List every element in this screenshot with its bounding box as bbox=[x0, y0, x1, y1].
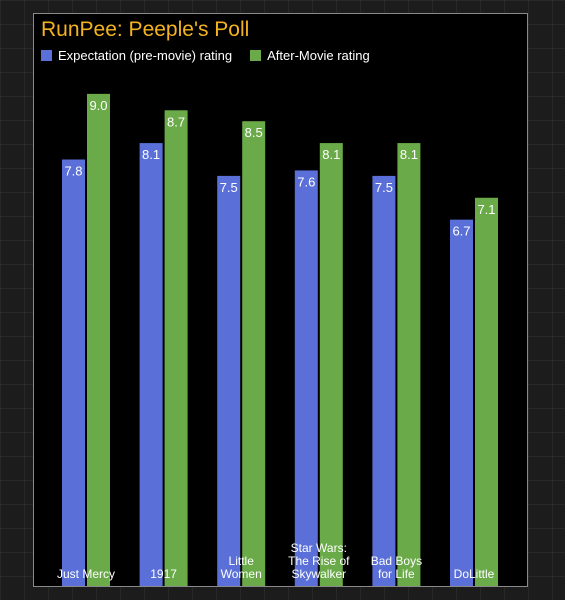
category-label-5: DoLittle bbox=[454, 567, 495, 581]
category-label-3: Star Wars: The Rise of Skywalker bbox=[288, 541, 350, 581]
data-label-expectation-0: 7.8 bbox=[64, 163, 82, 178]
category-label-4: Bad Boys for Life bbox=[371, 554, 422, 581]
bar-after-3 bbox=[319, 143, 343, 586]
bar-expectation-1 bbox=[139, 143, 163, 586]
data-label-after-2: 8.5 bbox=[245, 125, 263, 140]
data-label-expectation-2: 7.5 bbox=[220, 180, 238, 195]
category-label-line: Women bbox=[221, 567, 262, 581]
bar-after-1 bbox=[164, 110, 188, 586]
category-label-1: 1917 bbox=[150, 567, 177, 581]
bar-after-0 bbox=[87, 93, 110, 586]
data-label-expectation-1: 8.1 bbox=[142, 147, 160, 162]
legend-item-after: After-Movie rating bbox=[250, 48, 370, 63]
data-label-expectation-3: 7.6 bbox=[297, 174, 315, 189]
category-label-0: Just Mercy bbox=[57, 567, 115, 581]
category-label-line: Bad Boys bbox=[371, 554, 422, 568]
data-label-after-3: 8.1 bbox=[322, 147, 340, 162]
legend-item-expectation: Expectation (pre-movie) rating bbox=[41, 48, 232, 63]
category-label-line: Star Wars: bbox=[291, 541, 347, 555]
chart-frame: RunPee: Peeple's Poll Expectation (pre-m… bbox=[33, 13, 528, 587]
data-label-after-1: 8.7 bbox=[167, 114, 185, 129]
category-label-line: DoLittle bbox=[454, 567, 495, 581]
legend-swatch-expectation bbox=[41, 50, 52, 61]
bar-after-2 bbox=[242, 121, 266, 586]
data-label-after-4: 8.1 bbox=[400, 147, 418, 162]
category-label-line: for Life bbox=[378, 567, 415, 581]
bar-after-5 bbox=[475, 197, 498, 586]
bar-after-4 bbox=[397, 143, 421, 586]
data-label-expectation-4: 7.5 bbox=[375, 180, 393, 195]
data-label-after-0: 9.0 bbox=[89, 98, 107, 113]
category-label-line: Just Mercy bbox=[57, 567, 115, 581]
legend: Expectation (pre-movie) rating After-Mov… bbox=[41, 48, 388, 63]
category-label-line: Little bbox=[229, 554, 255, 568]
legend-label-expectation: Expectation (pre-movie) rating bbox=[58, 48, 233, 63]
bar-chart-plot: 7.8 9.0 Just Mercy 8.1 8.7 1917 7.5 8.5 Little Wo… bbox=[57, 93, 498, 586]
data-label-after-5: 7.1 bbox=[477, 202, 495, 217]
chart-title: RunPee: Peeple's Poll bbox=[41, 18, 250, 41]
category-label-line: The Rise of bbox=[288, 554, 350, 568]
category-label-line: 1917 bbox=[150, 567, 177, 581]
bar-expectation-5 bbox=[450, 219, 473, 586]
data-label-expectation-5: 6.7 bbox=[452, 224, 470, 239]
category-label-2: Little Women bbox=[221, 554, 262, 581]
bar-expectation-2 bbox=[217, 175, 241, 586]
legend-label-after: After-Movie rating bbox=[267, 48, 370, 63]
category-label-line: Skywalker bbox=[291, 567, 346, 581]
bar-expectation-4 bbox=[372, 175, 396, 586]
bar-expectation-3 bbox=[294, 170, 318, 586]
legend-swatch-after bbox=[250, 50, 262, 61]
bar-expectation-0 bbox=[62, 159, 85, 586]
